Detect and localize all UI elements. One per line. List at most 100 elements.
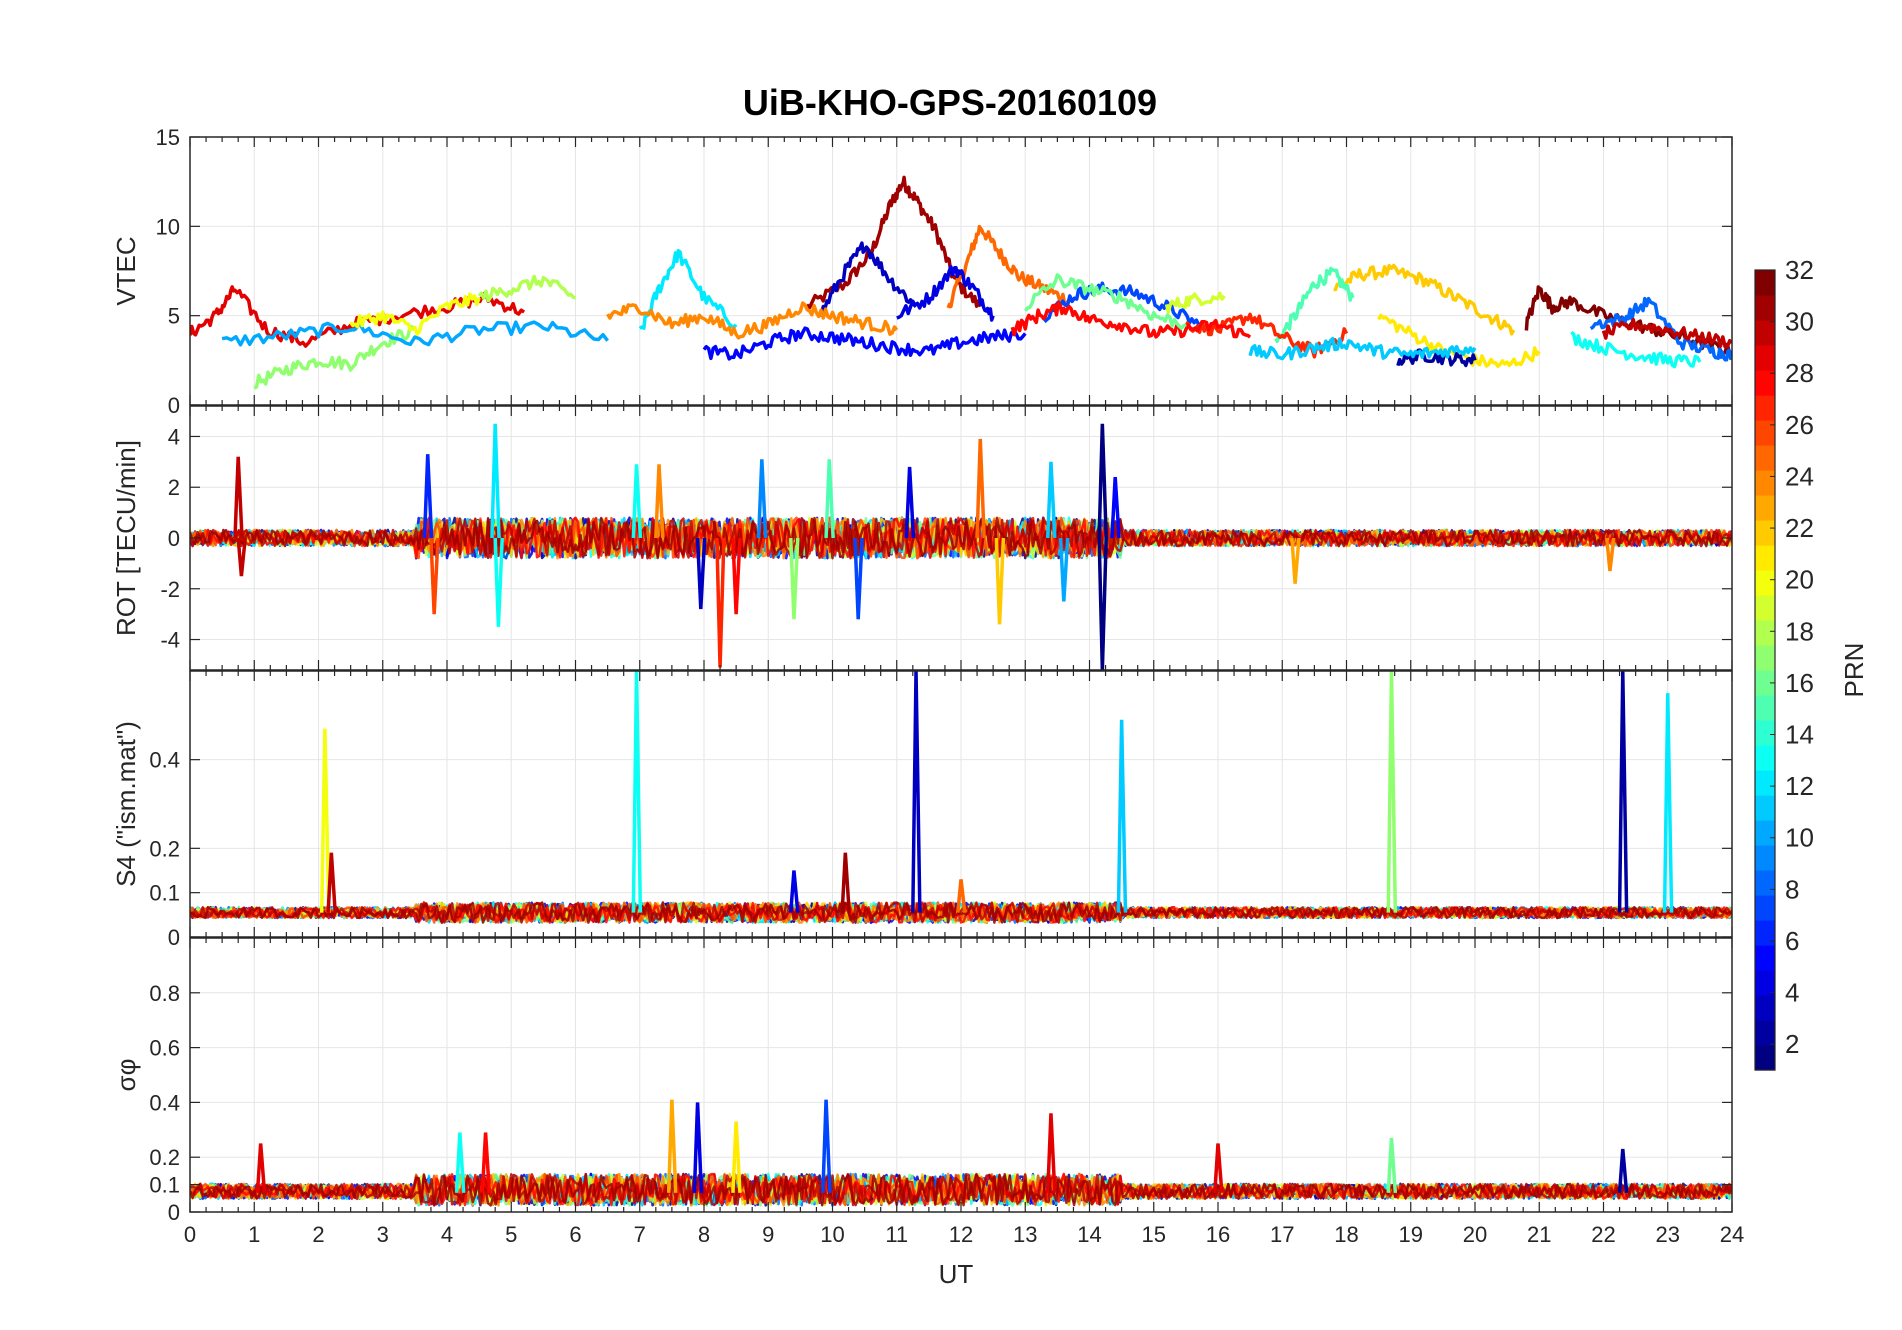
- colorbar-segment: [1755, 495, 1775, 521]
- x-tick-label: 0: [184, 1222, 196, 1247]
- x-tick-label: 23: [1656, 1222, 1680, 1247]
- colorbar-frame: [1754, 269, 1776, 1071]
- spike-prn-24: [1604, 537, 1616, 572]
- noise-series-prn-31: [190, 516, 1732, 560]
- colorbar-tick-label: 28: [1785, 358, 1814, 388]
- spike-prn-25: [956, 879, 967, 913]
- colorbar-segment: [1755, 870, 1775, 896]
- vtec-series-prn-20: [349, 292, 481, 337]
- colorbar-segment: [1755, 770, 1775, 796]
- colorbar-tick-label: 22: [1785, 513, 1814, 543]
- series-layer: [190, 423, 1732, 670]
- x-tick-label: 11: [885, 1222, 908, 1247]
- y-tick-label: 5: [168, 304, 180, 329]
- spike-prn-17: [1386, 671, 1398, 913]
- x-tick-label: 6: [569, 1222, 581, 1247]
- y-tick-label: 0.4: [149, 1090, 180, 1115]
- spike-prn-31: [840, 852, 851, 913]
- y-tick-label: 0.1: [149, 881, 180, 906]
- colorbar-segment: [1755, 620, 1775, 646]
- x-tick-label: 13: [1013, 1222, 1037, 1247]
- y-tick-label: -2: [160, 577, 180, 602]
- colorbar-tick-label: 30: [1785, 307, 1814, 337]
- y-tick-label: 0.6: [149, 1036, 180, 1061]
- colorbar-segment: [1755, 1020, 1775, 1046]
- x-tick-label: 20: [1463, 1222, 1487, 1247]
- spike-prn-1: [1097, 537, 1108, 670]
- spike-prn-23: [1290, 537, 1301, 584]
- colorbar-tick-label: 14: [1785, 720, 1814, 750]
- y-tick-label: 0: [168, 925, 180, 950]
- y-tick-label: 0: [168, 1200, 180, 1225]
- colorbar-segment: [1755, 720, 1775, 746]
- colorbar-segment: [1755, 795, 1775, 821]
- colorbar-segment: [1755, 645, 1775, 671]
- x-tick-label: 15: [1142, 1222, 1166, 1247]
- spike-prn-4: [788, 870, 800, 913]
- colorbar-segment: [1755, 995, 1775, 1021]
- spike-prn-15: [824, 459, 835, 539]
- spike-prn-25: [975, 438, 986, 539]
- spike-prn-13: [493, 537, 505, 627]
- spike-prn-11: [1045, 461, 1057, 539]
- noise-series-prn-31: [190, 901, 1732, 924]
- spike-prn-12: [1662, 693, 1674, 913]
- colorbar-tick-label: 6: [1785, 926, 1799, 956]
- panel-3: 0 0.1 0.2 0.4 S4 ("ism.mat"): [111, 670, 1733, 950]
- vtec-series-prn-19: [1164, 291, 1226, 314]
- spike-prn-13: [454, 1132, 466, 1193]
- y-tick-label: 15: [156, 125, 180, 150]
- colorbar-tick-label: 4: [1785, 978, 1799, 1008]
- spike-prn-10: [1058, 537, 1070, 602]
- spike-prn-23: [666, 1099, 678, 1193]
- colorbar-segment: [1755, 270, 1775, 296]
- colorbar-segment: [1755, 595, 1775, 621]
- x-tick-label: 9: [762, 1222, 774, 1247]
- colorbar-tick-label: 24: [1785, 461, 1814, 491]
- spike-prn-21: [731, 1121, 742, 1193]
- spike-prn-2: [1617, 671, 1629, 913]
- spike-prn-6: [422, 454, 434, 539]
- series-layer: [190, 175, 1732, 390]
- colorbar-segment: [1755, 670, 1775, 696]
- colorbar-tick-label: 10: [1785, 823, 1814, 853]
- vtec-series-prn-12: [638, 248, 738, 330]
- spike-prn-4: [904, 466, 916, 539]
- x-tick-label: 5: [505, 1222, 517, 1247]
- x-tick-label: 7: [634, 1222, 646, 1247]
- spike-prn-30: [236, 537, 247, 577]
- x-tick-label: 21: [1527, 1222, 1551, 1247]
- colorbar-segment: [1755, 945, 1775, 971]
- panel-1: 0 5 10 15 VTEC: [111, 125, 1733, 418]
- vtec-series-prn-11: [1248, 336, 1477, 361]
- colorbar-segment: [1755, 895, 1775, 921]
- spike-prn-30: [326, 852, 337, 913]
- y-axis-label: ROT [TECU/min]: [111, 440, 141, 636]
- colorbar-segment: [1755, 970, 1775, 996]
- colorbar-tick-label: 26: [1785, 410, 1814, 440]
- vtec-series-prn-10: [221, 320, 609, 347]
- spike-prn-17: [788, 537, 800, 620]
- spike-prn-12: [490, 423, 501, 539]
- spike-prn-29: [1045, 1113, 1057, 1193]
- spike-prn-1: [1097, 423, 1108, 539]
- y-tick-label: 0: [168, 526, 180, 551]
- colorbar-label: PRN: [1839, 643, 1869, 698]
- colorbar-segment: [1755, 370, 1775, 396]
- vtec-series-prn-13: [1570, 330, 1702, 369]
- spike-prn-22: [994, 537, 1006, 625]
- vtec-series-prn-24: [606, 301, 899, 340]
- y-axis-label: VTEC: [111, 236, 141, 305]
- colorbar-segment: [1755, 745, 1775, 771]
- spike-prn-5: [1110, 476, 1121, 539]
- colorbar-tick-label: 32: [1785, 255, 1814, 285]
- y-tick-label: 0.2: [149, 836, 180, 861]
- y-axis-label: σφ: [111, 1059, 141, 1092]
- spike-prn-16: [1386, 1137, 1398, 1193]
- spike-prn-2: [1617, 1148, 1629, 1193]
- x-tick-label: 8: [698, 1222, 710, 1247]
- vtec-series-prn-31: [805, 175, 982, 310]
